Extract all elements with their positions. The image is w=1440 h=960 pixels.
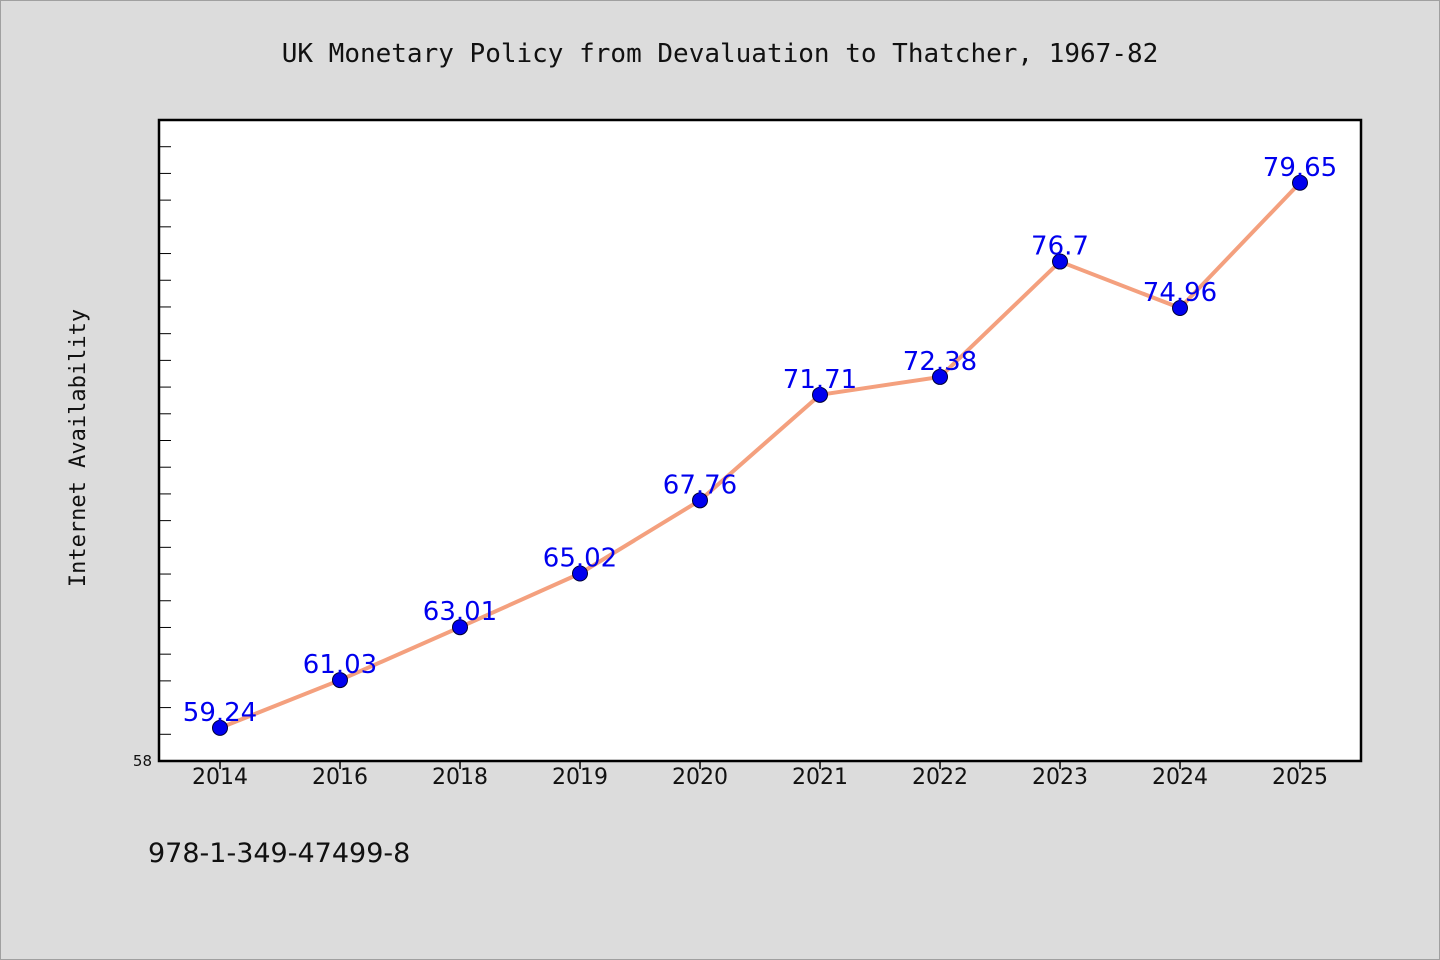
data-label: 71.71: [783, 365, 857, 395]
chart-title: UK Monetary Policy from Devaluation to T…: [282, 39, 1159, 69]
plot-area: [157, 118, 1363, 763]
series-line: [218, 180, 1302, 730]
data-label: 59.24: [183, 698, 257, 728]
data-label: 67.76: [663, 470, 737, 500]
data-label: 76.7: [1031, 232, 1089, 262]
data-label: 74.96: [1143, 278, 1217, 308]
data-point: [572, 565, 588, 582]
y-tick-label: 58: [133, 752, 152, 770]
series-layer: [218, 180, 1302, 730]
data-label: 79.65: [1263, 153, 1337, 183]
x-tick-label: 2022: [912, 765, 968, 790]
data-labels-layer: 59.24 61.03 63.01 65.02 67.76 71.71 72.38 76.7 7…: [183, 153, 1337, 728]
x-tick-label: 2019: [552, 765, 608, 790]
data-label: 63.01: [423, 597, 497, 627]
data-label: 72.38: [903, 347, 977, 377]
x-axis: 2014 2016 2018 2019 2020 2021 2022 2023 2024 2025: [192, 761, 1328, 790]
data-point: [692, 492, 708, 509]
data-point: [1052, 253, 1068, 270]
x-tick-label: 2018: [432, 765, 488, 790]
x-tick-label: 2024: [1152, 765, 1208, 790]
data-point: [1292, 174, 1308, 191]
data-point: [452, 619, 468, 636]
x-tick-label: 2021: [792, 765, 848, 790]
x-tick-label: 2020: [672, 765, 728, 790]
data-point: [212, 719, 228, 736]
x-tick-label: 2025: [1272, 765, 1328, 790]
points-layer: [212, 174, 1308, 736]
data-point: [932, 368, 948, 385]
y-axis-ticks: [159, 146, 171, 762]
x-tick-label: 2016: [312, 765, 368, 790]
data-label: 61.03: [303, 650, 377, 680]
x-tick-label: 2023: [1032, 765, 1088, 790]
isbn-text: 978-1-349-47499-8: [148, 838, 410, 869]
data-point: [812, 386, 828, 403]
data-point: [332, 672, 348, 689]
data-point: [1172, 300, 1188, 317]
x-tick-label: 2014: [192, 765, 248, 790]
data-label: 65.02: [543, 544, 617, 574]
y-axis-label: Internet Availability: [66, 309, 91, 587]
